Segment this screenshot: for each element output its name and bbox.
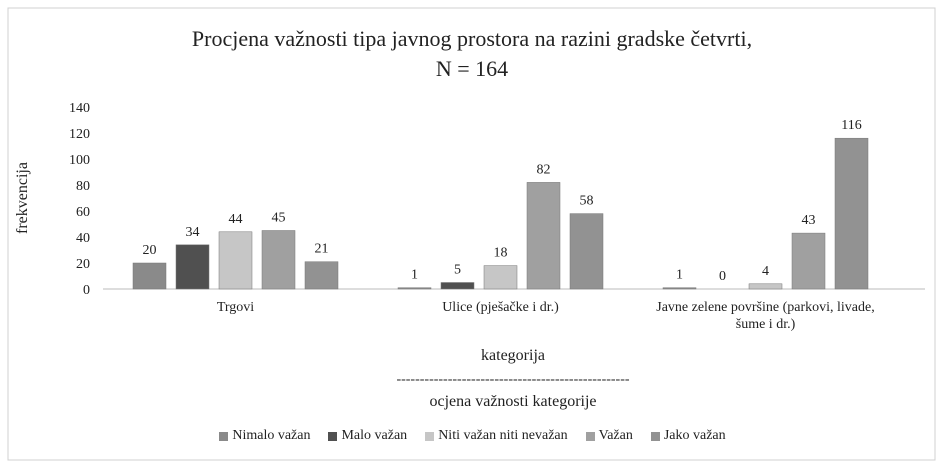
legend-label: Malo važan (341, 428, 408, 443)
data-label: 18 (494, 246, 508, 261)
data-label: 4 (762, 264, 769, 279)
x-tick-label: Ulice (pješačke i dr.) (442, 300, 559, 315)
bar (440, 282, 475, 290)
chart-title: Procjena važnosti tipa javnog prostora n… (192, 26, 752, 51)
bar (662, 287, 697, 290)
bar (132, 262, 167, 290)
legend-swatch (328, 431, 338, 441)
legend-label: Niti važan niti nevažan (438, 428, 568, 443)
x-tick-label: Javne zelene površine (parkovi, livade, … (656, 300, 875, 332)
data-label: 43 (802, 213, 816, 228)
y-tick-label: 60 (76, 205, 90, 220)
data-label: 44 (229, 212, 243, 227)
bar (791, 232, 826, 290)
bar (569, 213, 604, 290)
bar (397, 287, 432, 290)
data-label: 1 (676, 268, 683, 283)
bar (748, 283, 783, 290)
y-tick-label: 40 (76, 231, 90, 246)
y-tick-label: 140 (69, 101, 90, 116)
y-axis-label: frekvencija (14, 162, 31, 234)
y-tick-label: 80 (76, 179, 90, 194)
y-tick-label: 100 (69, 153, 90, 168)
chart-frame (7, 7, 936, 461)
data-label: 21 (315, 242, 329, 257)
legend-item: Malo važan (328, 428, 407, 444)
data-label: 116 (841, 118, 861, 133)
data-label: 34 (186, 225, 200, 240)
bar (261, 230, 296, 290)
legend: Nimalo važan Malo važan Niti važan niti ne… (0, 428, 945, 444)
bar (526, 182, 561, 290)
y-tick-label: 120 (69, 127, 90, 142)
legend-swatch (219, 431, 229, 441)
chart-title: N = 164 (436, 56, 508, 81)
data-label: 5 (454, 263, 461, 278)
legend-label: Jako važan (663, 428, 726, 443)
legend-swatch (650, 431, 660, 441)
legend-swatch (585, 431, 595, 441)
data-label: 0 (719, 269, 726, 284)
legend-item: Jako važan (650, 428, 726, 444)
legend-label: Važan (598, 428, 633, 443)
data-label: 20 (143, 243, 157, 258)
legend-label: Nimalo važan (232, 428, 311, 443)
data-label: 58 (580, 194, 594, 209)
legend-item: Niti važan niti nevažan (425, 428, 568, 444)
y-tick-label: 20 (76, 257, 90, 272)
data-label: 82 (537, 162, 551, 177)
x-axis-label: ocjena važnosti kategorije (429, 393, 596, 410)
x-axis-label: ----------------------------------------… (396, 372, 629, 387)
legend-item: Važan (585, 428, 633, 444)
bar (218, 231, 253, 290)
bar (304, 261, 339, 290)
bar (483, 265, 518, 290)
bar (834, 137, 869, 290)
y-tick-label: 0 (83, 283, 90, 298)
legend-swatch (425, 431, 435, 441)
legend-item: Nimalo važan (219, 428, 310, 444)
data-label: 1 (411, 268, 418, 283)
x-tick-label: Trgovi (216, 300, 255, 315)
data-label: 45 (272, 211, 286, 226)
bar (175, 244, 210, 290)
x-axis-label: kategorija (481, 347, 545, 364)
